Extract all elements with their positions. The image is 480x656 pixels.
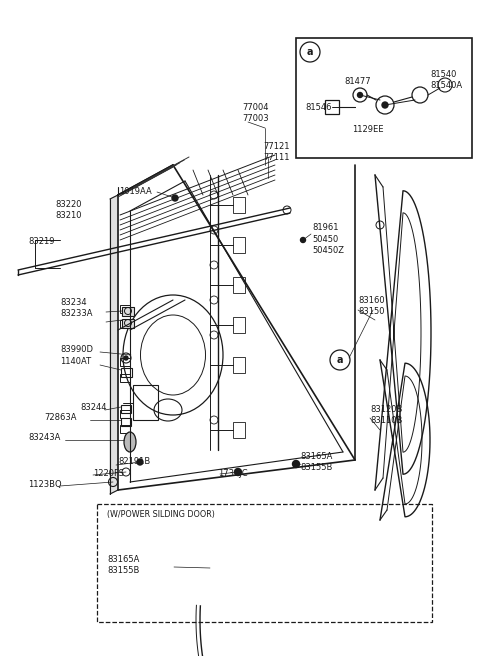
Text: 81961: 81961 [312, 224, 338, 232]
Text: 83990D: 83990D [60, 346, 93, 354]
Text: 81546: 81546 [305, 104, 332, 112]
Circle shape [292, 461, 300, 468]
Text: 1129EE: 1129EE [352, 125, 384, 134]
Text: 83160
83150: 83160 83150 [358, 296, 384, 316]
Bar [296, 38, 472, 158]
Bar [120, 410, 130, 418]
Ellipse shape [124, 432, 136, 452]
Circle shape [124, 356, 128, 360]
Text: 83219: 83219 [28, 237, 55, 247]
Polygon shape [110, 195, 118, 494]
Circle shape [235, 468, 241, 476]
Bar [233, 317, 245, 333]
Bar [97, 504, 432, 622]
Text: 83220
83210: 83220 83210 [55, 200, 82, 220]
Bar [233, 357, 245, 373]
Bar [233, 237, 245, 253]
Circle shape [137, 459, 143, 465]
Text: 83165A
83155B: 83165A 83155B [300, 452, 332, 472]
Text: 50450
50450Z: 50450 50450Z [312, 235, 344, 255]
Text: (W/POWER SILDING DOOR): (W/POWER SILDING DOOR) [107, 510, 215, 518]
Bar [120, 320, 130, 328]
Bar [233, 197, 245, 213]
Bar [133, 385, 158, 420]
Bar [121, 418, 131, 426]
Text: 1123BQ: 1123BQ [28, 480, 61, 489]
Bar [233, 277, 245, 293]
Text: 81477: 81477 [344, 77, 371, 87]
Circle shape [358, 92, 362, 98]
Bar [120, 425, 130, 433]
Text: 1220FS: 1220FS [93, 468, 124, 478]
Bar [122, 307, 134, 316]
Text: 82191B: 82191B [118, 457, 150, 466]
Text: 83120B
83110B: 83120B 83110B [370, 405, 402, 425]
Text: 83244: 83244 [80, 403, 107, 411]
Circle shape [300, 237, 305, 243]
Circle shape [172, 195, 178, 201]
Text: 83165A
83155B: 83165A 83155B [107, 555, 139, 575]
Bar [120, 305, 130, 313]
Text: 1140AT: 1140AT [60, 358, 91, 367]
Text: a: a [337, 355, 343, 365]
Text: 1731JC: 1731JC [218, 468, 248, 478]
Text: 1019AA: 1019AA [119, 188, 152, 197]
Text: 81540
81540A: 81540 81540A [430, 70, 462, 90]
Text: 77121
77111: 77121 77111 [263, 142, 289, 162]
Circle shape [382, 102, 388, 108]
Text: 83243A: 83243A [28, 432, 60, 441]
Bar [233, 422, 245, 438]
Text: 83234
83233A: 83234 83233A [60, 298, 93, 318]
Bar [325, 100, 339, 114]
Text: 72863A: 72863A [44, 413, 76, 422]
Bar [121, 368, 132, 377]
Text: a: a [307, 47, 313, 57]
Bar [120, 358, 130, 366]
Bar [122, 319, 134, 328]
Text: 77004
77003: 77004 77003 [242, 103, 269, 123]
Bar [120, 374, 130, 382]
Bar [121, 405, 131, 413]
